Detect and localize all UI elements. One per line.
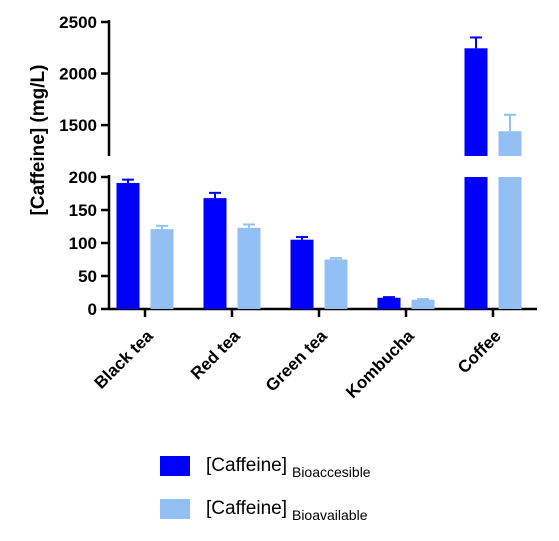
bar-upper-coffee-bioavailable <box>498 131 522 156</box>
bar-lower-coffee-bioavailable <box>498 177 522 309</box>
x-tick-label-red-tea: Red tea <box>187 326 244 383</box>
bar-black-tea-bioavailable <box>150 229 174 309</box>
bar-green-tea-bioaccesible <box>290 239 314 309</box>
x-tick-label-coffee: Coffee <box>454 326 505 377</box>
y-tick-label-200: 200 <box>69 168 97 187</box>
x-tick-label-green-tea: Green tea <box>262 326 331 395</box>
bar-red-tea-bioaccesible <box>203 198 227 309</box>
bar-black-tea-bioaccesible <box>116 182 140 309</box>
y-tick-label-2500: 2500 <box>59 13 97 32</box>
y-axis-label: [Caffeine] (mg/L) <box>28 65 49 216</box>
legend-sub-bioaccesible: Bioaccesible <box>291 464 371 480</box>
legend-swatch-bioaccesible <box>160 456 190 476</box>
legend: [Caffeine] Bioaccesible [Caffeine] Bioavai… <box>160 455 371 541</box>
plot-area: 0 50 100 150 200 1500 2000 2500 Black tea Red tea… <box>59 13 537 402</box>
legend-label-bioavailable: [Caffeine] <box>206 498 287 519</box>
bar-red-tea-bioavailable <box>237 227 261 309</box>
bar-kombucha-bioavailable <box>411 299 435 309</box>
x-tick-label-black-tea: Black tea <box>91 326 158 393</box>
legend-label-bioaccesible: [Caffeine] <box>206 455 287 476</box>
y-tick-label-1500: 1500 <box>59 116 97 135</box>
bar-green-tea-bioavailable <box>324 259 348 309</box>
legend-item-bioavailable: [Caffeine] Bioavailable <box>160 498 371 523</box>
y-tick-label-100: 100 <box>69 234 97 253</box>
bar-lower-coffee-bioaccesible <box>464 177 488 309</box>
bar-upper-coffee-bioaccesible <box>464 48 488 156</box>
bar-kombucha-bioaccesible <box>377 297 401 309</box>
legend-item-bioaccesible: [Caffeine] Bioaccesible <box>160 455 371 480</box>
y-tick-label-150: 150 <box>69 201 97 220</box>
y-tick-label-50: 50 <box>78 267 97 286</box>
legend-swatch-bioavailable <box>160 499 190 519</box>
x-tick-label-kombucha: Kombucha <box>342 326 418 402</box>
y-tick-label-0: 0 <box>88 300 97 319</box>
legend-sub-bioavailable: Bioavailable <box>291 507 368 523</box>
y-tick-label-2000: 2000 <box>59 65 97 84</box>
